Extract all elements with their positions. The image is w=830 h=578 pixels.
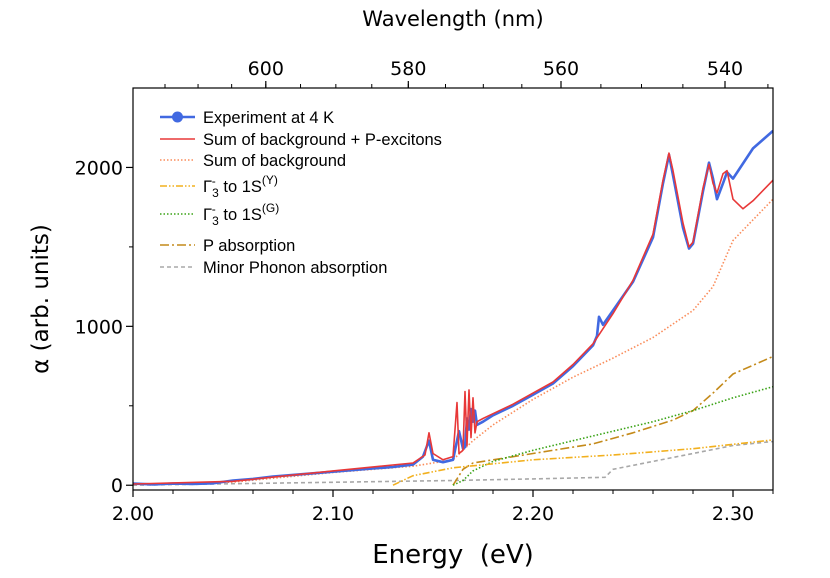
series-line-3 — [392, 439, 773, 486]
legend-label: Γ3- to 1S(Y) — [203, 173, 278, 200]
y-tick-label: 0 — [111, 475, 123, 497]
y-tick-label: 1000 — [75, 316, 123, 338]
series-line-5 — [452, 355, 773, 486]
x-tick-label: 2.10 — [312, 503, 354, 525]
legend-marker — [172, 111, 183, 123]
top-tick-label: 540 — [707, 58, 743, 80]
legend-label: P absorption — [203, 237, 295, 255]
axes-layer: 2.00 2.10 2.20 2.30 0 1000 2000 600 580 560 540 Ene… — [28, 7, 774, 570]
x-axis-title: Energy (eV) — [372, 540, 534, 570]
top-tick-label: 560 — [543, 58, 579, 80]
series-line-6 — [133, 440, 773, 486]
y-axis-title: α (arb. units) — [28, 224, 54, 374]
legend-label: Sum of background + P-excitons — [203, 131, 442, 149]
x-tick-label: 2.30 — [712, 503, 754, 525]
legend-label: Sum of background — [203, 152, 346, 170]
series-group — [133, 129, 773, 486]
legend-label: Minor Phonon absorption — [203, 259, 387, 277]
series-line-1 — [133, 152, 773, 485]
top-tick-label: 580 — [390, 58, 426, 80]
plot-layer — [133, 129, 773, 486]
top-tick-label: 600 — [248, 58, 284, 80]
y-tick-label: 2000 — [75, 157, 123, 179]
legend-label: Γ3- to 1S(G) — [203, 201, 279, 228]
x-tick-label: 2.20 — [512, 503, 554, 525]
legend: Experiment at 4 K Sum of background + P-e… — [160, 109, 442, 277]
legend-label: Experiment at 4 K — [203, 109, 334, 127]
series-line-4 — [452, 385, 773, 486]
top-axis-title: Wavelength (nm) — [362, 7, 543, 31]
x-tick-label: 2.00 — [112, 503, 154, 525]
